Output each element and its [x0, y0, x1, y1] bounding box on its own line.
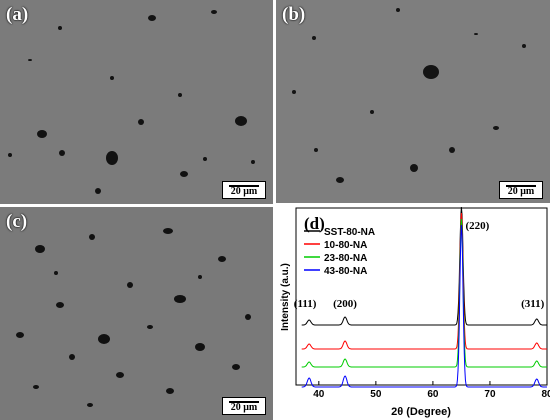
micrograph-panel-b: (b) 20 μm	[276, 0, 550, 204]
x-axis: 40 50 60 70 80	[313, 381, 550, 400]
x-tick-label: 40	[313, 389, 325, 400]
x-tick-label: 60	[427, 389, 439, 400]
x-tick-label: 70	[484, 389, 496, 400]
chart-legend: SST-80-NA 10-80-NA 23-80-NA 43-80-NA	[304, 227, 375, 277]
scale-bar-line	[229, 185, 259, 187]
panel-label-c: (c)	[6, 211, 28, 232]
micrograph-c-image	[0, 207, 273, 420]
scale-bar-text: 20 μm	[507, 186, 535, 197]
scale-bar-text: 20 μm	[230, 402, 258, 413]
peak-label: (311)	[521, 298, 545, 310]
xrd-chart: (d) SST-80-NA 10-80-NA 23-80-NA 43-80-NA (1…	[276, 203, 550, 420]
micrograph-panel-a: (a) 20 μm	[0, 0, 273, 204]
series-line-10-80-NA	[301, 212, 547, 350]
micrograph-b-image	[276, 0, 550, 204]
scale-bar-text: 20 μm	[230, 186, 258, 197]
plot-frame	[295, 207, 548, 386]
peak-label: (200)	[333, 298, 357, 310]
panel-label-b: (b)	[282, 4, 306, 25]
panel-label-a: (a)	[6, 4, 29, 25]
scale-bar-c: 20 μm	[222, 397, 266, 415]
x-tick-label: 50	[370, 389, 382, 400]
series-layer	[301, 206, 547, 388]
peak-labels: (111) (200) (220) (311)	[294, 220, 545, 310]
micrograph-a-image	[0, 0, 273, 204]
scale-bar-line	[506, 185, 536, 187]
legend-label: 43-80-NA	[324, 266, 367, 277]
scale-bar-b: 20 μm	[499, 181, 543, 199]
series-line-23-80-NA	[301, 218, 547, 368]
peak-label: (111)	[294, 298, 317, 310]
y-axis-label: Intensity (a.u.)	[280, 263, 291, 331]
legend-label: 23-80-NA	[324, 253, 367, 264]
micrograph-panel-c: (c) 20 μm	[0, 207, 273, 420]
panel-label-d: (d)	[304, 214, 325, 233]
scale-bar-a: 20 μm	[222, 181, 266, 199]
x-axis-label: 2θ (Degree)	[391, 406, 451, 418]
series-line-43-80-NA	[301, 224, 547, 388]
scale-bar-line	[229, 401, 259, 403]
peak-label: (220)	[466, 220, 490, 232]
series-line-SST-80-NA	[301, 206, 547, 326]
x-tick-label: 80	[541, 389, 550, 400]
legend-label: 10-80-NA	[324, 240, 367, 251]
legend-label: SST-80-NA	[324, 227, 375, 238]
